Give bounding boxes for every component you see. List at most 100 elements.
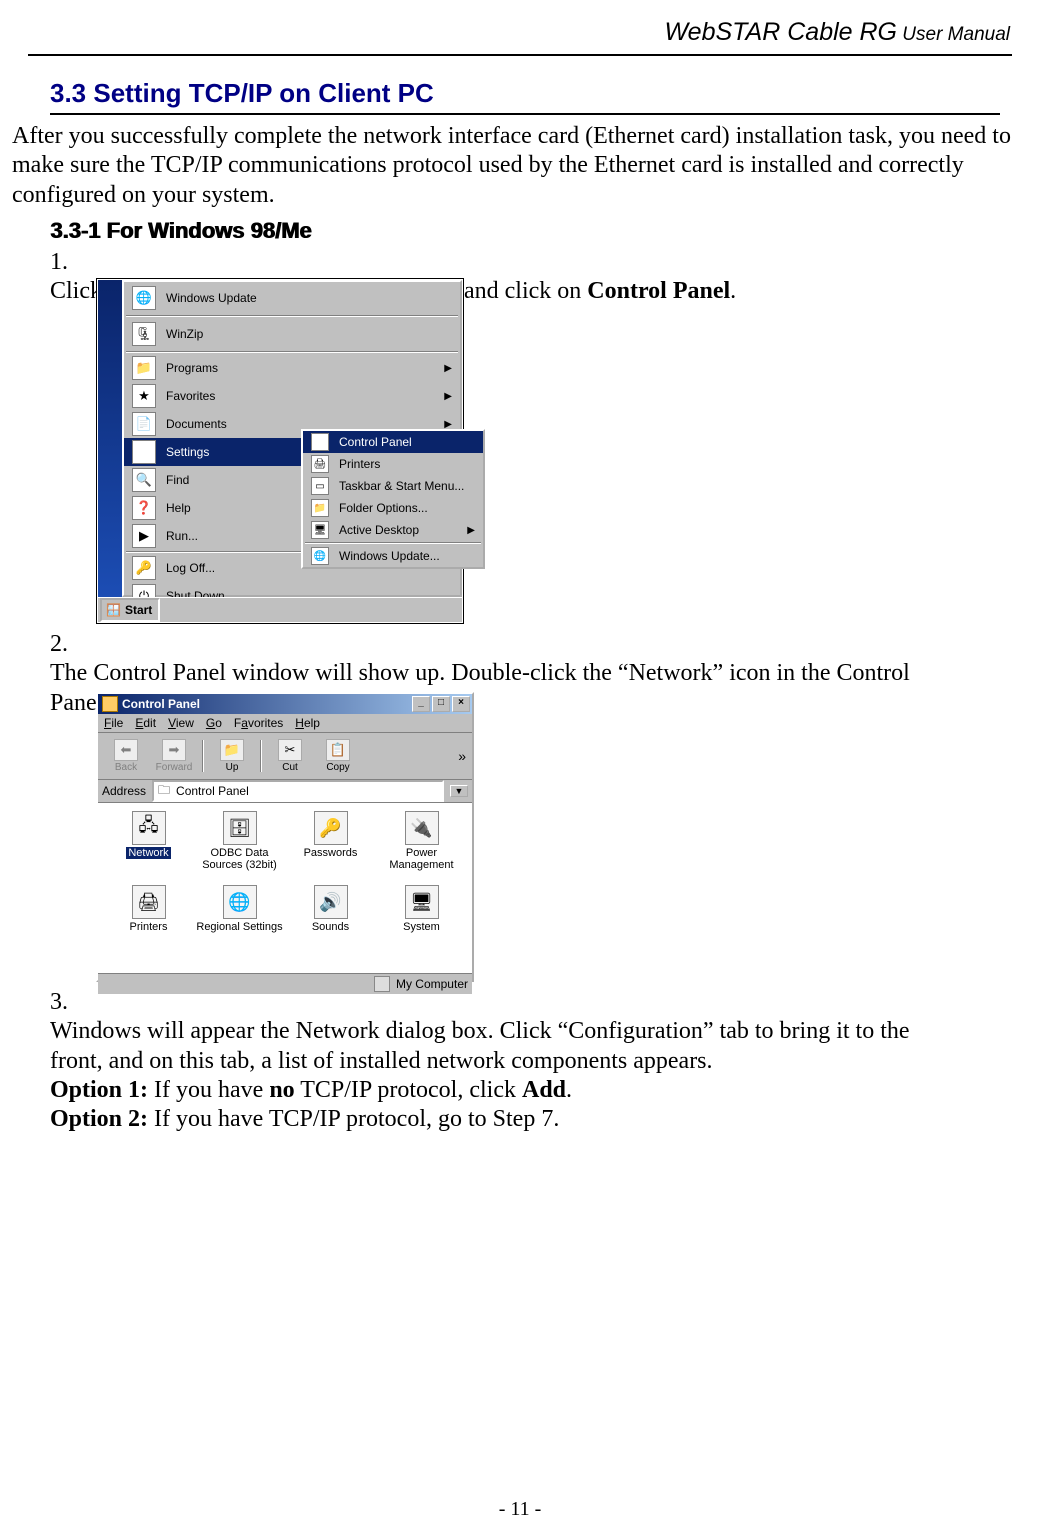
icon-system[interactable]: 🖥System bbox=[377, 883, 466, 955]
step-3-option1-text-c: . bbox=[566, 1077, 572, 1103]
folder-options-icon: 📁 bbox=[311, 499, 329, 517]
menu-view[interactable]: View bbox=[168, 716, 194, 730]
toolbar-back[interactable]: ⬅Back bbox=[104, 739, 148, 773]
start-button-label: Start bbox=[125, 603, 152, 617]
start-menu-item-winzip[interactable]: 🗜 WinZip bbox=[124, 318, 460, 350]
start-button[interactable]: 🪟Start bbox=[100, 598, 160, 622]
menu-edit[interactable]: Edit bbox=[135, 716, 156, 730]
icon-network[interactable]: 🖧Network bbox=[104, 809, 193, 881]
start-menu-item-favorites[interactable]: ★Favorites▶ bbox=[124, 382, 460, 410]
submenu-item-active-desktop[interactable]: 🖥Active Desktop▶ bbox=[303, 519, 483, 541]
control-panel-icon: 🗀 bbox=[158, 781, 170, 802]
menu-separator bbox=[126, 351, 458, 353]
settings-submenu: 🗀 Control Panel 🖨Printers ▭ Taskbar & Star… bbox=[301, 429, 485, 569]
icon-odbc[interactable]: 🗄ODBC Data Sources (32bit) bbox=[195, 809, 284, 881]
submenu-label: Taskbar & Start Menu... bbox=[339, 479, 464, 493]
start-menu-label: WinZip bbox=[166, 327, 203, 341]
control-panel-icon bbox=[102, 696, 118, 712]
icon-regional[interactable]: 🌐Regional Settings bbox=[195, 883, 284, 955]
menubar: File Edit View Go Favorites Help bbox=[98, 714, 472, 733]
icon-view: 🖧Network 🗄ODBC Data Sources (32bit) 🔑 Pas… bbox=[98, 803, 472, 973]
menu-help[interactable]: Help bbox=[295, 716, 320, 730]
step-3-option2-text: If you have TCP/IP protocol, go to Step … bbox=[148, 1106, 559, 1132]
power-icon: 🔌 bbox=[405, 811, 439, 845]
step-1-bold-c: Control Panel bbox=[587, 278, 730, 304]
forward-icon: ➡ bbox=[162, 739, 186, 761]
menu-go[interactable]: Go bbox=[206, 716, 222, 730]
address-label: Address bbox=[102, 784, 146, 798]
toolbar-label: Forward bbox=[156, 762, 193, 773]
submenu-arrow-icon: ▶ bbox=[444, 391, 452, 402]
section-heading: 3.3 Setting TCP/IP on Client PC bbox=[50, 78, 1000, 115]
sounds-icon: 🔊 bbox=[314, 885, 348, 919]
address-dropdown-button[interactable]: ▼ bbox=[450, 785, 468, 797]
start-menu-label: Find bbox=[166, 473, 189, 487]
toolbar-cut[interactable]: ✂Cut bbox=[268, 739, 312, 773]
active-desktop-icon: 🖥 bbox=[311, 521, 329, 539]
toolbar-overflow-icon[interactable]: » bbox=[458, 748, 466, 764]
cut-icon: ✂ bbox=[278, 739, 302, 761]
maximize-button[interactable]: □ bbox=[432, 696, 450, 712]
taskbar-icon: ▭ bbox=[311, 477, 329, 495]
programs-icon: 📁 bbox=[132, 356, 156, 380]
start-menu-label: Windows Update bbox=[166, 291, 257, 305]
start-menu-label: Run... bbox=[166, 529, 198, 543]
submenu-item-printers[interactable]: 🖨Printers bbox=[303, 453, 483, 475]
icon-power[interactable]: 🔌Power Management bbox=[377, 809, 466, 881]
address-combobox[interactable]: 🗀 Control Panel bbox=[152, 780, 444, 802]
winzip-icon: 🗜 bbox=[132, 322, 156, 346]
address-value: Control Panel bbox=[176, 784, 249, 798]
toolbar-forward[interactable]: ➡Forward bbox=[152, 739, 196, 773]
start-menu-item-programs[interactable]: 📁Programs▶ bbox=[124, 354, 460, 382]
icon-label: Sounds bbox=[312, 921, 349, 933]
menu-separator bbox=[305, 542, 481, 544]
network-icon: 🖧 bbox=[132, 811, 166, 845]
step-1-number: 1. bbox=[50, 248, 96, 277]
menu-separator bbox=[126, 315, 458, 317]
menu-file[interactable]: File bbox=[104, 716, 123, 730]
find-icon: 🔍 bbox=[132, 468, 156, 492]
page-header: WebSTAR Cable RG User Manual bbox=[30, 18, 1010, 47]
menu-favorites[interactable]: Favorites bbox=[234, 716, 283, 730]
icon-sounds[interactable]: 🔊 Sounds bbox=[286, 883, 375, 955]
step-2-number: 2. bbox=[50, 630, 96, 659]
icon-printers[interactable]: 🖨Printers bbox=[104, 883, 193, 955]
submenu-arrow-icon: ▶ bbox=[467, 525, 475, 536]
toolbar-copy[interactable]: 📋Copy bbox=[316, 739, 360, 773]
submenu-label: Control Panel bbox=[339, 435, 412, 449]
start-menu-sidebar-label: Windows98 bbox=[82, 501, 100, 589]
close-button[interactable]: × bbox=[452, 696, 470, 712]
submenu-arrow-icon: ▶ bbox=[444, 419, 452, 430]
brand-suffix: User Manual bbox=[897, 24, 1010, 45]
submenu-item-control-panel[interactable]: 🗀 Control Panel bbox=[303, 431, 483, 453]
up-icon: 📁 bbox=[220, 739, 244, 761]
toolbar-label: Up bbox=[226, 762, 239, 773]
step-3-option1-text-a: If you have bbox=[148, 1077, 269, 1103]
toolbar-label: Cut bbox=[282, 762, 298, 773]
submenu-item-taskbar[interactable]: ▭ Taskbar & Start Menu... bbox=[303, 475, 483, 497]
documents-icon: 📄 bbox=[132, 412, 156, 436]
toolbar-up[interactable]: 📁Up bbox=[210, 739, 254, 773]
copy-icon: 📋 bbox=[326, 739, 350, 761]
icon-label: Passwords bbox=[304, 847, 358, 859]
icon-label: Printers bbox=[130, 921, 168, 933]
submenu-arrow-icon: ▶ bbox=[444, 363, 452, 374]
window-buttons: _ □ × bbox=[412, 696, 470, 712]
start-menu-label: Help bbox=[166, 501, 191, 515]
start-menu-item-windows-update[interactable]: 🌐Windows Update bbox=[124, 282, 460, 314]
control-panel-icon: 🗀 bbox=[311, 433, 329, 451]
submenu-label: Windows Update... bbox=[339, 549, 440, 563]
icon-passwords[interactable]: 🔑 Passwords bbox=[286, 809, 375, 881]
step-3-option1-label: Option 1: bbox=[50, 1077, 148, 1103]
submenu-label: Folder Options... bbox=[339, 501, 428, 515]
start-menu-screenshot: Windows98 🌐Windows Update 🗜WinZip 📁Progr… bbox=[96, 278, 464, 624]
toolbar-label: Back bbox=[115, 762, 137, 773]
minimize-button[interactable]: _ bbox=[412, 696, 430, 712]
submenu-item-folder-options[interactable]: 📁 Folder Options... bbox=[303, 497, 483, 519]
passwords-icon: 🔑 bbox=[314, 811, 348, 845]
submenu-item-windows-update[interactable]: 🌐Windows Update... bbox=[303, 545, 483, 567]
toolbar-label: Copy bbox=[326, 762, 349, 773]
regional-icon: 🌐 bbox=[223, 885, 257, 919]
help-icon: ❓ bbox=[132, 496, 156, 520]
address-bar: Address 🗀 Control Panel ▼ bbox=[98, 780, 472, 803]
